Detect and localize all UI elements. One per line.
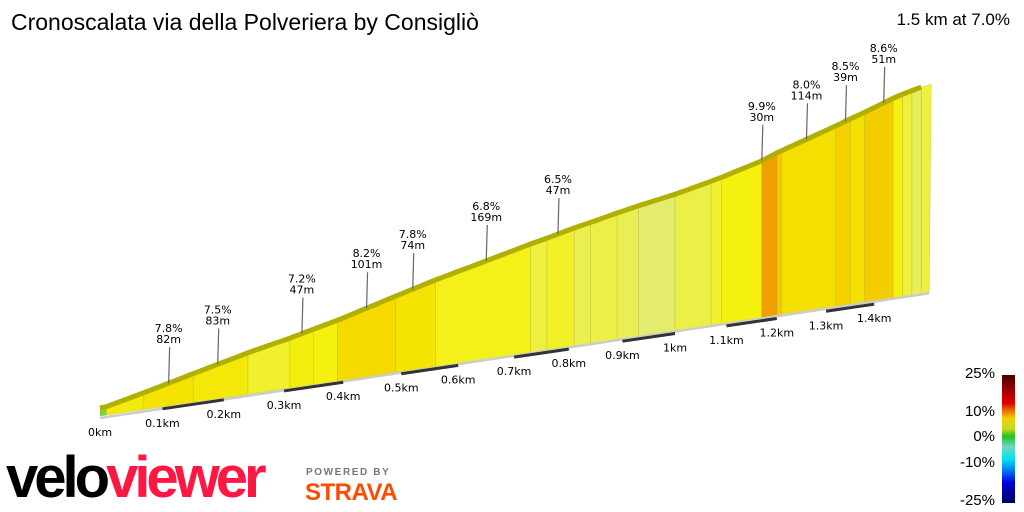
x-tick-label: 0.6km [441, 373, 476, 386]
distance-axis: 0km 0.1km 0.2km 0.3km 0.4km 0.5km 0.6km 0.7km 0.… [88, 292, 930, 439]
x-tick-label: 0.7km [497, 365, 532, 378]
annotation-length: 47m [546, 184, 571, 197]
axis-band [513, 347, 570, 359]
profile-segment [835, 118, 851, 309]
profile-segments [99, 83, 932, 417]
profile-segment [192, 352, 249, 403]
profile-segment [530, 237, 548, 354]
x-tick-label: 1.3km [809, 319, 844, 332]
annotation-leader [168, 347, 171, 384]
axis-band [401, 363, 459, 376]
x-tick-label: 0.1km [145, 417, 180, 430]
profile-segment [761, 152, 778, 320]
x-tick-label: 0.4km [326, 390, 361, 403]
annotation-length: 47m [290, 284, 315, 297]
annotation-gradient: 8.6% [870, 42, 898, 55]
annotation-length: 169m [470, 211, 502, 224]
axis-band [726, 317, 778, 328]
axis-band [825, 302, 875, 313]
annotation-length: 82m [156, 333, 181, 346]
annotation-leader [412, 253, 415, 290]
profile-segment [849, 111, 865, 307]
gradient-color-legend [1002, 375, 1015, 503]
annotation-leader [217, 328, 220, 365]
profile-segment [573, 222, 591, 347]
annotation-gradient: 8.5% [831, 60, 859, 73]
annotation-leader [844, 85, 848, 122]
annotation-gradient: 7.2% [288, 273, 316, 286]
profile-segment [710, 176, 722, 327]
axis-band [162, 398, 225, 411]
profile-segment [781, 125, 837, 317]
axis-band [622, 331, 676, 343]
annotation-leader [301, 297, 304, 334]
x-tick-label: 1.2km [760, 327, 795, 340]
x-tick-label: 0.8km [552, 357, 587, 370]
profile-segment [590, 212, 618, 345]
profile-segment [864, 97, 894, 304]
annotation-leader [805, 103, 809, 140]
x-tick-label: 0.5km [384, 382, 419, 395]
annotation-length: 74m [400, 239, 425, 252]
annotation-length: 51m [871, 53, 896, 66]
annotation-leader [365, 272, 369, 309]
x-tick-label: 0.9km [605, 349, 640, 362]
annotation-leader [557, 198, 560, 235]
x-tick-label: 1.4km [857, 312, 892, 325]
annotation-leader [485, 224, 488, 261]
profile-segment [911, 86, 922, 297]
profile-segment [616, 205, 639, 341]
profile-top-edge [99, 84, 923, 411]
annotation-gradient: 7.8% [155, 322, 183, 335]
profile-segment [674, 180, 712, 332]
x-tick-label: 1km [663, 341, 687, 354]
x-tick-label: 0.2km [207, 408, 242, 421]
annotation-length: 114m [791, 89, 823, 102]
annotation-gradient: 8.0% [793, 78, 821, 91]
logo-velo: velo [6, 445, 110, 510]
segment-annotations: 7.8%82m7.5%83m7.2%47m8.2%101m7.8%74m6.8%… [155, 42, 898, 384]
profile-segment [638, 193, 676, 338]
profile-top-rim [99, 84, 923, 411]
annotation-gradient: 6.8% [472, 200, 500, 213]
annotation-leader [883, 66, 886, 103]
annotation-gradient: 6.5% [544, 173, 572, 186]
profile-segment [902, 90, 913, 299]
x-tick-label: 0km [88, 426, 112, 439]
annotation-length: 101m [351, 258, 383, 271]
logo-viewer: viewer [106, 445, 267, 510]
profile-segment [892, 93, 903, 300]
annotation-length: 39m [833, 71, 858, 84]
climb-summary: 1.5 km at 7.0% [896, 10, 1010, 29]
x-tick-label: 0.3km [267, 399, 302, 412]
profile-segment [546, 227, 575, 351]
axis-band [283, 380, 344, 393]
annotation-gradient: 8.2% [353, 247, 381, 260]
strava-logo[interactable]: STRAVA [305, 479, 398, 506]
profile-segment [721, 160, 763, 326]
annotation-length: 83m [205, 314, 230, 327]
annotation-gradient: 9.9% [748, 100, 776, 113]
annotation-gradient: 7.5% [204, 303, 232, 316]
legend-label: 25% [964, 365, 995, 382]
veloviewer-logo[interactable]: veloviewer [6, 449, 267, 507]
legend-label: 0% [973, 428, 995, 445]
powered-by-label: POWERED BY [306, 467, 391, 478]
profile-segment [776, 150, 783, 317]
profile-end-face [920, 83, 932, 296]
x-tick-label: 1.1km [709, 334, 744, 347]
page-title: Cronoscalata via della Polveriera by Con… [11, 9, 479, 35]
legend-label: 10% [964, 403, 995, 420]
annotation-gradient: 7.8% [399, 228, 427, 241]
legend-label: -10% [959, 454, 995, 471]
legend-label: -25% [959, 492, 995, 509]
annotation-leader [761, 124, 764, 161]
annotation-length: 30m [749, 111, 774, 124]
